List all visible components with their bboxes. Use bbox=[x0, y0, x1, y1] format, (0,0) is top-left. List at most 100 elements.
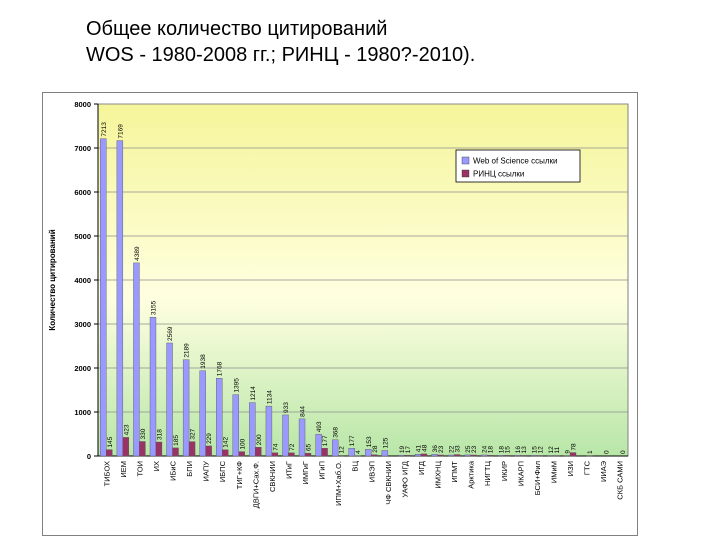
bar-data-label: 33 bbox=[455, 445, 462, 453]
bar-data-label: 1214 bbox=[250, 386, 257, 401]
bar-wos bbox=[100, 138, 107, 457]
bar-data-label: 15 bbox=[531, 446, 538, 454]
bar-data-label: 12 bbox=[339, 446, 346, 454]
bar-wos bbox=[216, 378, 223, 457]
bar-wos bbox=[116, 140, 124, 457]
x-category-label: ИИАЭ bbox=[599, 460, 608, 482]
bar-wos bbox=[265, 405, 273, 457]
x-category-label: ВЦ bbox=[351, 461, 360, 472]
x-category-label: ИГД bbox=[417, 461, 426, 475]
x-category-label: ТОИ bbox=[135, 461, 144, 476]
bar-rinc bbox=[172, 447, 179, 457]
x-category-label: ГТС bbox=[583, 460, 592, 475]
bar-data-label: 0 bbox=[604, 450, 611, 454]
x-category-label: ДВГИ+Сах.Ф. bbox=[251, 461, 260, 508]
bar-data-label: 844 bbox=[300, 406, 307, 417]
bar-data-label: 7169 bbox=[117, 124, 124, 139]
slide-title: Общее количество цитирований WOS - 1980-… bbox=[86, 16, 686, 68]
bar-data-label: 17 bbox=[405, 446, 412, 454]
bar-data-label: 78 bbox=[571, 443, 578, 451]
bar-wos bbox=[133, 262, 140, 457]
bar-rinc bbox=[106, 449, 113, 457]
bar-data-label: 36 bbox=[432, 445, 439, 453]
bar-data-label: 23 bbox=[471, 445, 478, 453]
bar-wos bbox=[331, 439, 339, 457]
bar-wos bbox=[348, 448, 355, 457]
bar-wos bbox=[514, 455, 521, 457]
bar-data-label: 15 bbox=[504, 446, 511, 454]
bar-rinc bbox=[188, 441, 196, 457]
bar-rinc bbox=[470, 454, 477, 457]
bar-rinc bbox=[404, 455, 411, 457]
bar-data-label: 2189 bbox=[184, 343, 191, 358]
bar-data-label: 3155 bbox=[150, 300, 157, 315]
bar-wos bbox=[381, 450, 389, 457]
bar-data-label: 24 bbox=[482, 445, 489, 453]
x-category-label: ИХ bbox=[152, 461, 161, 471]
bar-data-label: 25 bbox=[465, 445, 472, 453]
bar-wos bbox=[199, 370, 206, 457]
bar-data-label: 1 bbox=[587, 450, 594, 454]
x-category-label: ТИБОХ bbox=[102, 461, 111, 486]
bar-data-label: 48 bbox=[421, 444, 428, 452]
chart-svg: 010002000300040005000600070008000Количес… bbox=[42, 92, 638, 536]
x-category-label: ИГиП bbox=[318, 461, 327, 480]
bar-data-label: 1134 bbox=[266, 390, 273, 404]
bar-data-label: 12 bbox=[537, 446, 544, 454]
bar-rinc bbox=[487, 455, 494, 457]
y-tick-label: 2000 bbox=[74, 364, 91, 373]
bar-rinc bbox=[520, 455, 527, 457]
x-category-label: ИМиМ bbox=[549, 461, 558, 483]
x-category-label: ИАПУ bbox=[202, 461, 211, 482]
bar-data-label: 177 bbox=[349, 435, 356, 446]
bar-data-label: 4389 bbox=[134, 246, 141, 261]
x-category-label: БСИ+Фил bbox=[533, 461, 542, 495]
bar-data-label: 125 bbox=[382, 437, 389, 448]
bar-data-label: 13 bbox=[521, 446, 528, 454]
y-tick-label: 6000 bbox=[74, 188, 91, 197]
bar-rinc bbox=[304, 452, 312, 457]
bar-data-label: 16 bbox=[515, 446, 522, 454]
bar-data-label: 72 bbox=[289, 443, 296, 451]
y-tick-label: 7000 bbox=[74, 144, 91, 153]
bar-rinc bbox=[271, 452, 279, 457]
x-category-label: ИМГиГ bbox=[301, 461, 310, 485]
bar-rinc bbox=[453, 454, 461, 457]
bar-rinc bbox=[255, 447, 262, 457]
x-category-label: ИМХНЦ bbox=[434, 461, 443, 489]
bar-data-label: 368 bbox=[333, 427, 340, 438]
bar-wos bbox=[547, 455, 554, 457]
bar-data-label: 18 bbox=[488, 446, 495, 454]
bar-data-label: 12 bbox=[548, 446, 555, 454]
x-category-label: СВКНИИ bbox=[268, 461, 277, 492]
y-tick-label: 4000 bbox=[74, 276, 91, 285]
bar-data-label: 423 bbox=[123, 424, 130, 435]
bar-data-label: 1768 bbox=[217, 361, 224, 376]
bar-data-label: 327 bbox=[190, 428, 197, 439]
bar-data-label: 318 bbox=[156, 429, 163, 440]
bar-data-label: 153 bbox=[366, 436, 373, 447]
bar-data-label: 100 bbox=[239, 438, 246, 449]
bar-rinc bbox=[222, 449, 229, 457]
bar-rinc bbox=[122, 437, 130, 457]
bar-data-label: 185 bbox=[173, 435, 180, 446]
bar-data-label: 65 bbox=[306, 444, 313, 452]
bar-rinc bbox=[437, 454, 444, 457]
bar-rinc bbox=[139, 441, 146, 457]
y-tick-label: 3000 bbox=[74, 320, 91, 329]
bar-wos bbox=[249, 402, 256, 457]
bar-data-label: 933 bbox=[283, 402, 290, 413]
bar-data-label: 330 bbox=[140, 428, 147, 439]
bar-rinc bbox=[420, 453, 428, 457]
legend-label: Web of Science ссылки bbox=[473, 157, 558, 166]
bar-rinc bbox=[371, 454, 378, 457]
bar-wos bbox=[481, 454, 488, 457]
slide-title-line-1: Общее количество цитирований bbox=[86, 18, 388, 40]
x-category-label: ИЗИ bbox=[566, 461, 575, 476]
x-category-label: ИВЭП bbox=[367, 461, 376, 482]
y-tick-label: 0 bbox=[87, 452, 91, 461]
x-category-label: БПИ bbox=[185, 461, 194, 477]
bar-wos bbox=[414, 453, 422, 457]
x-category-label: ИБПС bbox=[218, 460, 227, 482]
bar-rinc bbox=[569, 452, 577, 457]
